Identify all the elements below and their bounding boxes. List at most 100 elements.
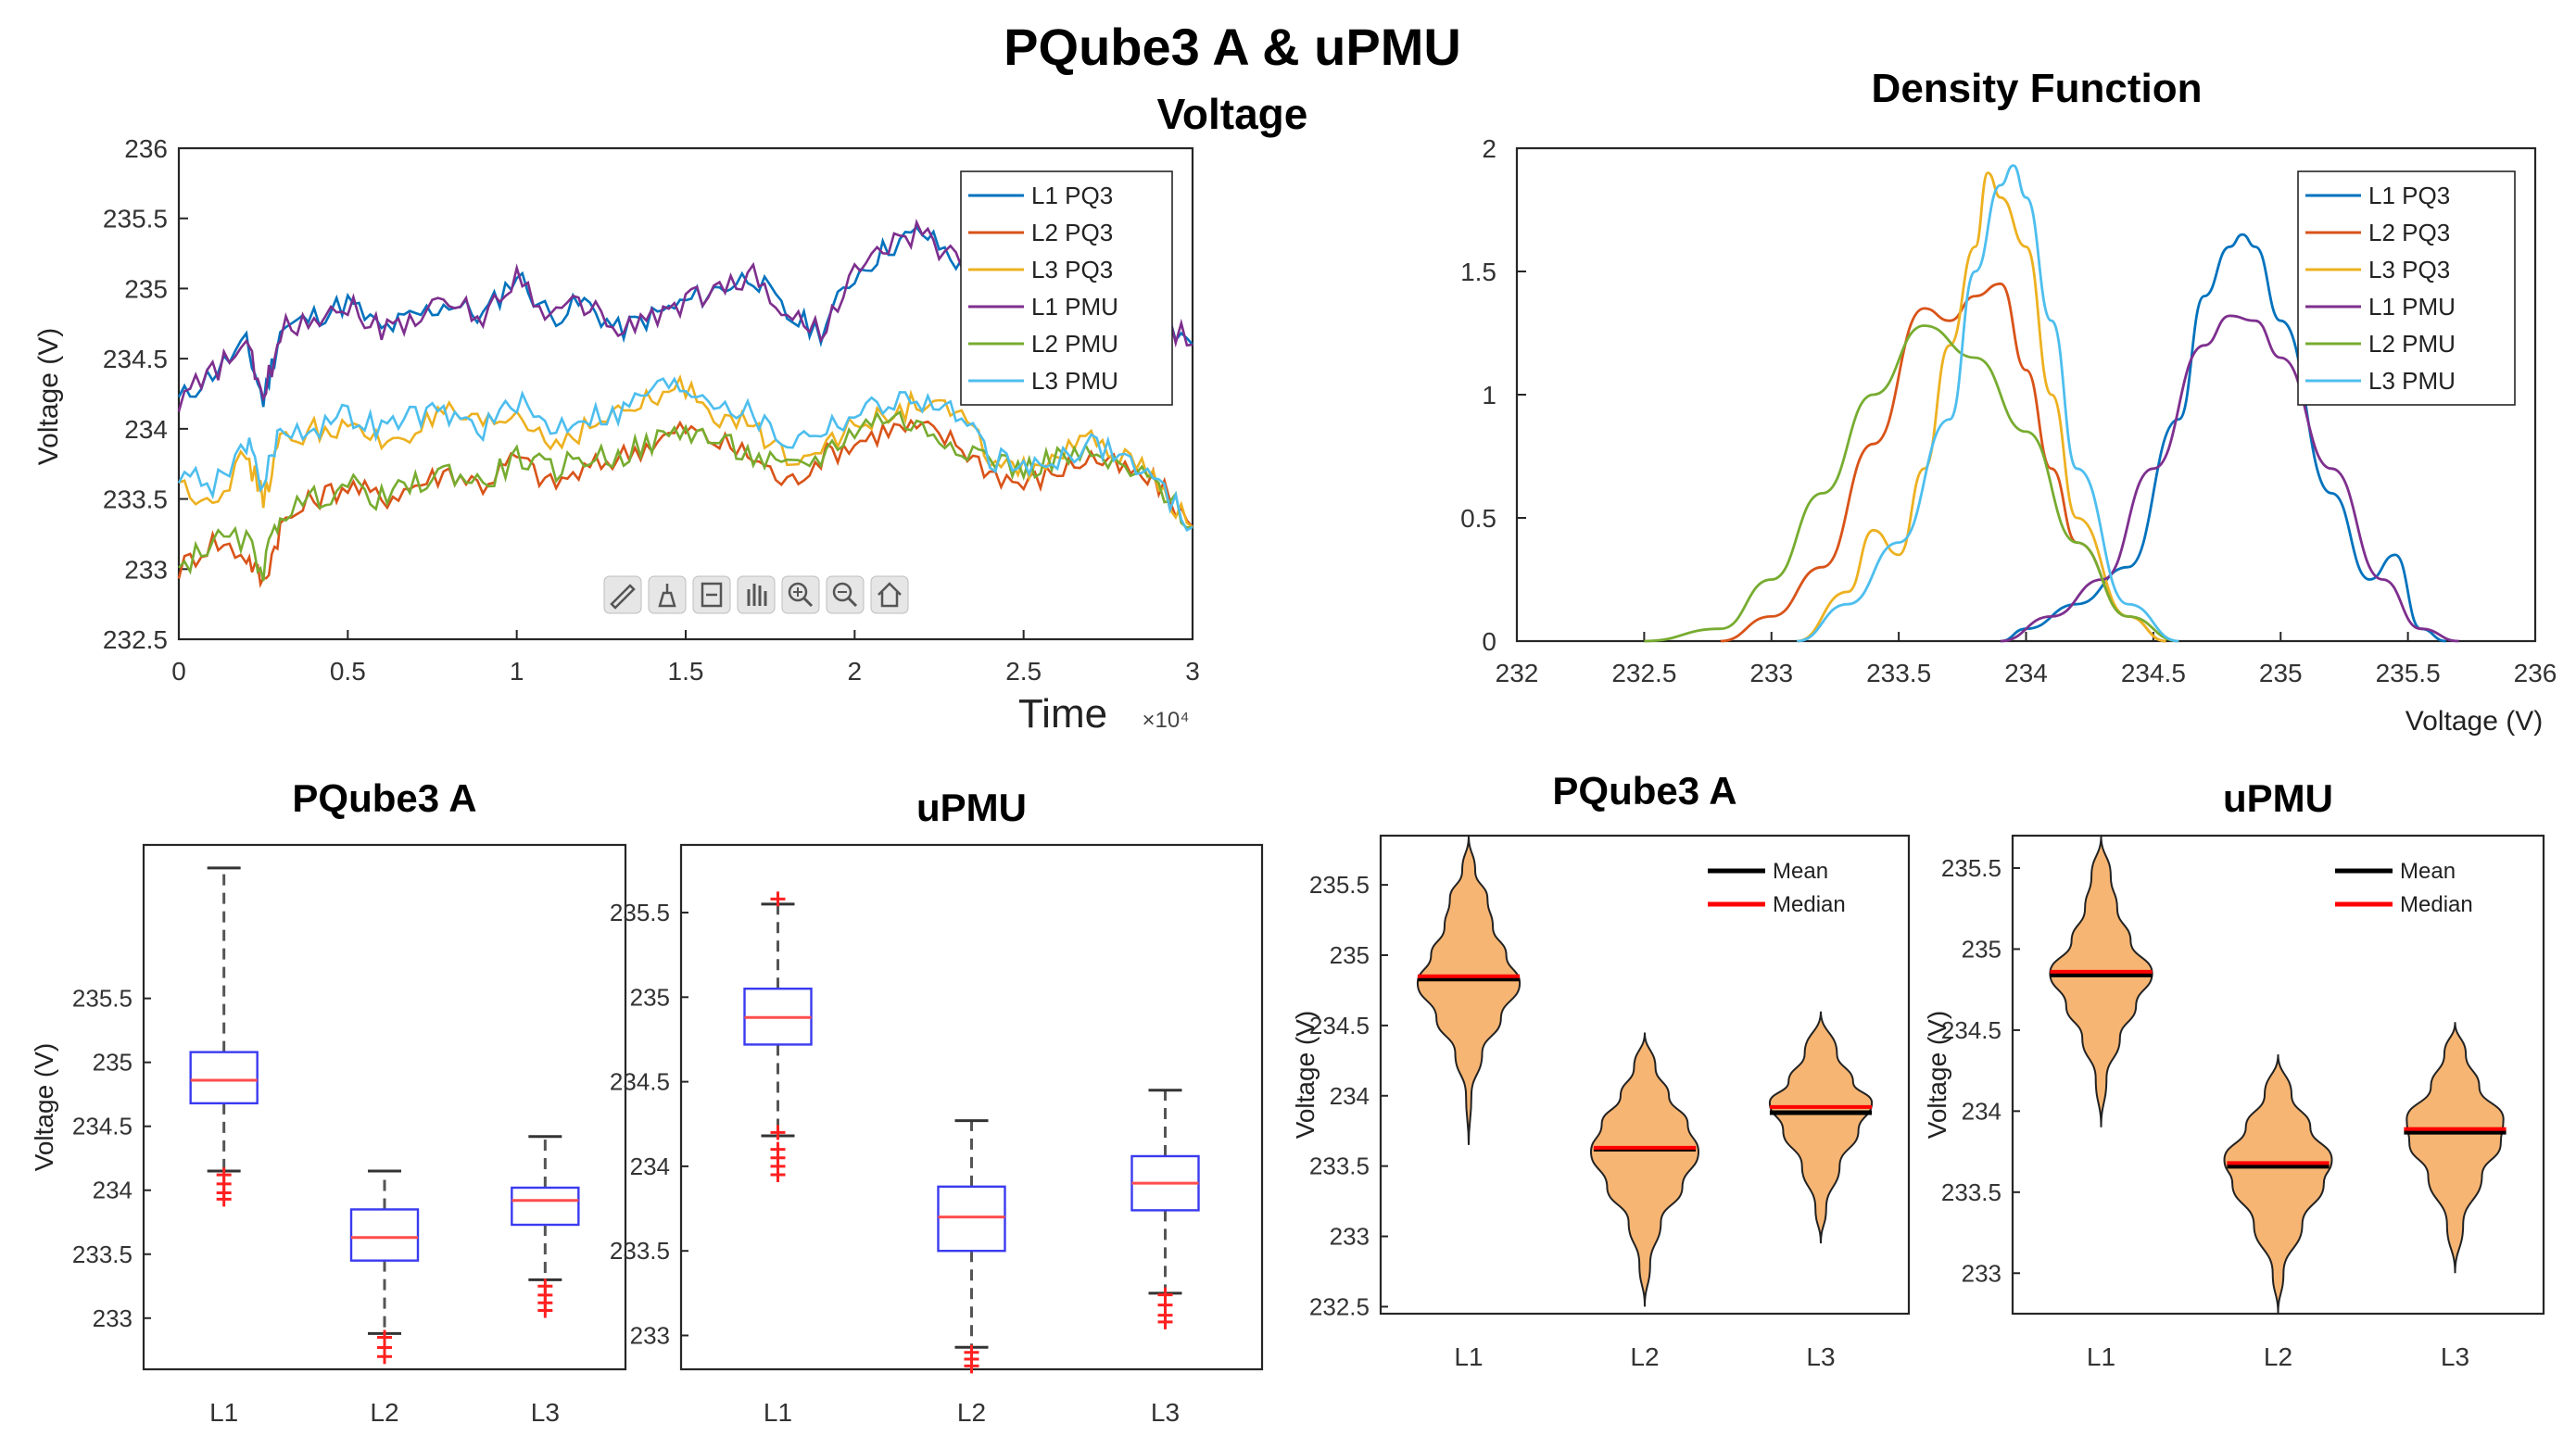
- timeseries-legend-label-3: L1 PMU: [1031, 293, 1118, 321]
- density-xtick-label: 233: [1749, 659, 1793, 687]
- density-xtick-label: 236: [2514, 659, 2557, 687]
- box-pqube-ylabel: Voltage (V): [30, 1043, 58, 1172]
- box-upmu-outlier: [770, 1167, 786, 1183]
- violin-upmu-ytick-label: 233: [1962, 1259, 2001, 1287]
- timeseries-x-exponent: ×10⁴: [1142, 708, 1189, 733]
- violin-upmu-xtick-label: L3: [2441, 1342, 2469, 1371]
- box-pqube-box: [511, 1186, 580, 1227]
- density-xtick-label: 233.5: [1866, 659, 1931, 687]
- density-xtick-label: 235: [2259, 659, 2303, 687]
- timeseries-line-l3-pmu: [177, 376, 1193, 532]
- timeseries-line-l2-pmu: [178, 409, 1193, 582]
- density-ytick-label: 1.5: [1460, 258, 1496, 286]
- density-legend-label-5: L3 PMU: [2368, 367, 2456, 395]
- timeseries-legend-label-1: L2 PQ3: [1031, 219, 1113, 246]
- violin-pqube-ytick-label: 232.5: [1309, 1292, 1370, 1320]
- pan-icon-glyph: [747, 584, 767, 606]
- box-pqube-ytick-label: 233: [93, 1304, 133, 1332]
- box-pqube-outlier: [377, 1349, 392, 1365]
- density-curve-l3-pq3: [1797, 171, 2166, 643]
- timeseries-ytick-label: 233.5: [103, 485, 168, 514]
- box-pqube-ytick-label: 235: [93, 1049, 133, 1077]
- violin-pqube-violin: [1416, 834, 1522, 1145]
- box-pqube-ytick-label: 233.5: [72, 1241, 133, 1268]
- violin-pqube-xtick-label: L3: [1806, 1342, 1835, 1371]
- box-pqube-xtick-label: L2: [370, 1398, 398, 1427]
- timeseries-xtick-label: 1.5: [668, 657, 704, 686]
- box-pqube-outlier: [537, 1303, 553, 1318]
- timeseries-ytick-label: 232.5: [103, 625, 168, 654]
- datatip-icon-glyph: [658, 584, 676, 608]
- timeseries-xtick-label: 3: [1185, 657, 1200, 686]
- timeseries-ytick-label: 233: [124, 555, 168, 584]
- timeseries-xtick-label: 0: [171, 657, 186, 686]
- timeseries-legend-label-2: L3 PQ3: [1031, 256, 1113, 283]
- box-pqube-outlier: [216, 1191, 232, 1207]
- timeseries-legend-label-4: L2 PMU: [1031, 330, 1118, 358]
- figure-title: PQube3 A & uPMU: [1004, 18, 1461, 76]
- density-xlabel: Voltage (V): [2406, 706, 2543, 737]
- density-legend-box: [2297, 170, 2516, 406]
- timeseries-ytick-label: 236: [124, 134, 168, 163]
- box-pqube-frame: [142, 843, 627, 1371]
- box-upmu-title: uPMU: [916, 786, 1027, 829]
- box-upmu-outlier: [1157, 1314, 1173, 1329]
- violin-upmu-legend-label-0: Mean: [2400, 859, 2456, 884]
- timeseries-ylabel: Voltage (V): [33, 328, 64, 465]
- violin-pqube-ytick-label: 235.5: [1309, 871, 1370, 899]
- figure-subtitle: Voltage: [1156, 90, 1308, 138]
- zoom-out-icon[interactable]: [826, 575, 865, 614]
- density-legend-label-2: L3 PQ3: [2368, 256, 2450, 283]
- violin-upmu-xtick-label: L1: [2087, 1342, 2115, 1371]
- box-upmu-ytick-label: 235: [630, 983, 670, 1011]
- timeseries-xlabel: Time: [1018, 691, 1107, 737]
- zoom-out-icon-glyph: [847, 597, 858, 608]
- timeseries-ytick-label: 234.5: [103, 345, 168, 373]
- violin-upmu-legend-label-1: Median: [2400, 892, 2473, 917]
- box-upmu-ytick-label: 233: [630, 1321, 670, 1349]
- timeseries-legend-box: [960, 170, 1173, 406]
- zoom-in-icon[interactable]: [781, 575, 820, 614]
- violin-pqube-legend-label-0: Mean: [1773, 859, 1828, 884]
- density-xtick-label: 232.5: [1611, 659, 1676, 687]
- density-ytick-label: 1: [1482, 381, 1496, 409]
- violin-upmu-xtick-label: L2: [2264, 1342, 2292, 1371]
- zoom-in-icon-glyph: [788, 582, 808, 602]
- box-pqube-xtick-label: L1: [209, 1398, 238, 1427]
- density-ytick-label: 0.5: [1460, 504, 1496, 533]
- box-pqube-box: [349, 1208, 420, 1262]
- violin-pqube-xtick-label: L1: [1454, 1342, 1483, 1371]
- box-upmu-box: [937, 1185, 1006, 1253]
- density-legend-label-0: L1 PQ3: [2368, 182, 2450, 209]
- home-icon[interactable]: [870, 575, 909, 614]
- violin-upmu-ytick-label: 235: [1962, 935, 2001, 963]
- box-upmu-ytick-label: 234.5: [610, 1068, 670, 1096]
- plot-toolbar[interactable]: [603, 575, 909, 614]
- rotate-icon-glyph: [701, 582, 723, 608]
- box-upmu-ytick-label: 233.5: [610, 1237, 670, 1265]
- violin-upmu-ytick-label: 234.5: [1941, 1016, 2001, 1044]
- zoom-in-icon-glyph: [802, 597, 814, 608]
- violin-upmu-ytick-label: 234: [1962, 1097, 2001, 1125]
- datatip-icon[interactable]: [648, 575, 687, 614]
- violin-pqube-ytick-label: 233.5: [1309, 1153, 1370, 1180]
- timeseries-legend-label-5: L3 PMU: [1031, 367, 1118, 395]
- box-pqube-xtick-label: L3: [531, 1398, 560, 1427]
- violin-upmu-title: uPMU: [2223, 776, 2333, 820]
- density-curve-l3-pmu: [1797, 164, 2179, 643]
- density-legend-label-4: L2 PMU: [2368, 330, 2456, 358]
- density-curve-l2-pmu: [1644, 324, 2179, 643]
- density-xtick-label: 232: [1496, 659, 1539, 687]
- timeseries-legend-label-0: L1 PQ3: [1031, 182, 1113, 209]
- violin-upmu-violin: [2223, 1053, 2333, 1315]
- box-upmu-outlier: [770, 891, 786, 907]
- timeseries-line-l3-pq3: [178, 374, 1193, 528]
- box-upmu-outlier: [964, 1358, 979, 1374]
- pan-icon[interactable]: [737, 575, 776, 614]
- timeseries-ytick-label: 234: [124, 415, 168, 444]
- timeseries-xtick-label: 1: [510, 657, 524, 686]
- timeseries-xtick-label: 2.5: [1005, 657, 1042, 686]
- density-xtick-label: 235.5: [2376, 659, 2441, 687]
- violin-pqube-title: PQube3 A: [1552, 769, 1736, 812]
- brush-icon[interactable]: [603, 575, 642, 614]
